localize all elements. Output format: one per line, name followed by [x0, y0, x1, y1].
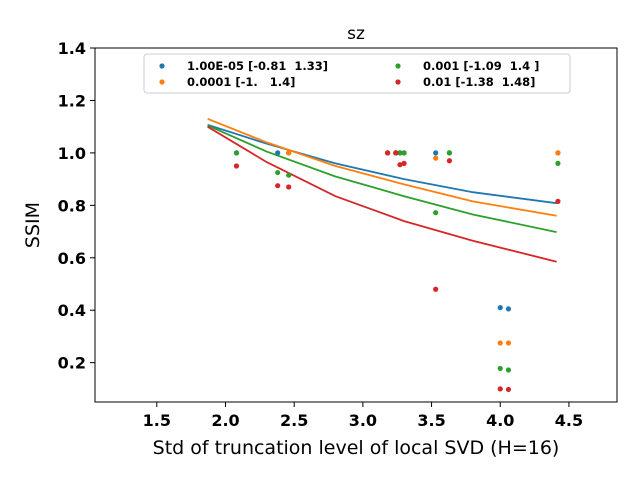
y-axis-ticks: 0.2 0.4 0.6 0.8 1.0 1.2 1.4 — [58, 39, 95, 373]
y-tick-label: 0.4 — [58, 301, 86, 320]
y-axis-label: SSIM — [22, 202, 44, 248]
x-axis-label: Std of truncation level of local SVD (H=… — [153, 437, 560, 459]
data-point — [505, 386, 512, 393]
fit-curve-3 — [207, 125, 557, 263]
data-point — [446, 150, 453, 156]
fit-curve-0 — [207, 123, 557, 205]
x-axis-ticks: 1.5 2.0 2.5 3.0 3.5 4.0 4.5 — [143, 402, 583, 430]
legend-marker — [395, 79, 401, 85]
data-point — [393, 150, 399, 156]
chart-title: sz — [347, 24, 365, 44]
data-point — [401, 150, 407, 156]
curves — [207, 117, 557, 263]
y-tick-label: 0.6 — [58, 249, 86, 268]
legend: 1.00E-05 [-0.81 1.33] 0.0001 [-1. 1.4] 0.0… — [143, 53, 571, 94]
data-point — [555, 198, 561, 204]
data-point — [384, 150, 391, 156]
fit-curve-2 — [207, 124, 557, 233]
data-point — [401, 160, 407, 166]
data-point — [275, 169, 281, 176]
x-tick-label: 4.0 — [486, 411, 514, 430]
data-point — [497, 305, 503, 311]
x-tick-label: 2.5 — [280, 411, 308, 430]
data-point — [505, 367, 512, 373]
legend-marker — [395, 63, 401, 69]
data-point — [446, 158, 453, 164]
data-point — [555, 150, 561, 156]
points — [233, 150, 561, 393]
y-tick-label: 1.4 — [58, 39, 86, 58]
data-point — [275, 150, 281, 156]
y-tick-label: 1.0 — [58, 144, 86, 163]
data-point — [433, 155, 439, 161]
y-tick-label: 0.2 — [58, 354, 86, 373]
data-point — [233, 150, 240, 156]
fit-curve-1 — [207, 117, 557, 217]
x-tick-label: 2.0 — [211, 411, 239, 430]
x-tick-label: 1.5 — [143, 411, 171, 430]
data-point — [397, 150, 403, 156]
data-point — [505, 306, 512, 312]
x-tick-label: 3.5 — [417, 411, 445, 430]
data-point — [555, 160, 561, 166]
data-point — [505, 340, 512, 346]
data-point — [497, 340, 503, 346]
data-point — [433, 286, 439, 292]
y-tick-label: 1.2 — [58, 91, 86, 110]
data-point — [397, 162, 403, 168]
data-point — [497, 386, 503, 392]
data-point — [286, 172, 292, 178]
plot-frame — [94, 47, 618, 403]
legend-box — [143, 53, 571, 94]
data-point — [497, 365, 503, 372]
data-point — [433, 210, 439, 216]
legend-label: 0.001 [-1.09 1.4 ] — [423, 59, 539, 73]
legend-marker — [159, 63, 165, 69]
data-point — [286, 150, 292, 156]
legend-label: 1.00E-05 [-0.81 1.33] — [187, 59, 328, 73]
data-point — [275, 183, 281, 189]
legend-label: 0.0001 [-1. 1.4] — [187, 75, 295, 89]
data-point — [433, 150, 439, 156]
legend-marker — [159, 79, 165, 85]
x-tick-label: 4.5 — [555, 411, 583, 430]
y-tick-label: 0.8 — [58, 196, 86, 215]
data-point — [233, 163, 240, 169]
legend-label: 0.01 [-1.38 1.48] — [423, 75, 535, 89]
x-tick-label: 3.0 — [349, 411, 377, 430]
data-point — [286, 184, 292, 190]
